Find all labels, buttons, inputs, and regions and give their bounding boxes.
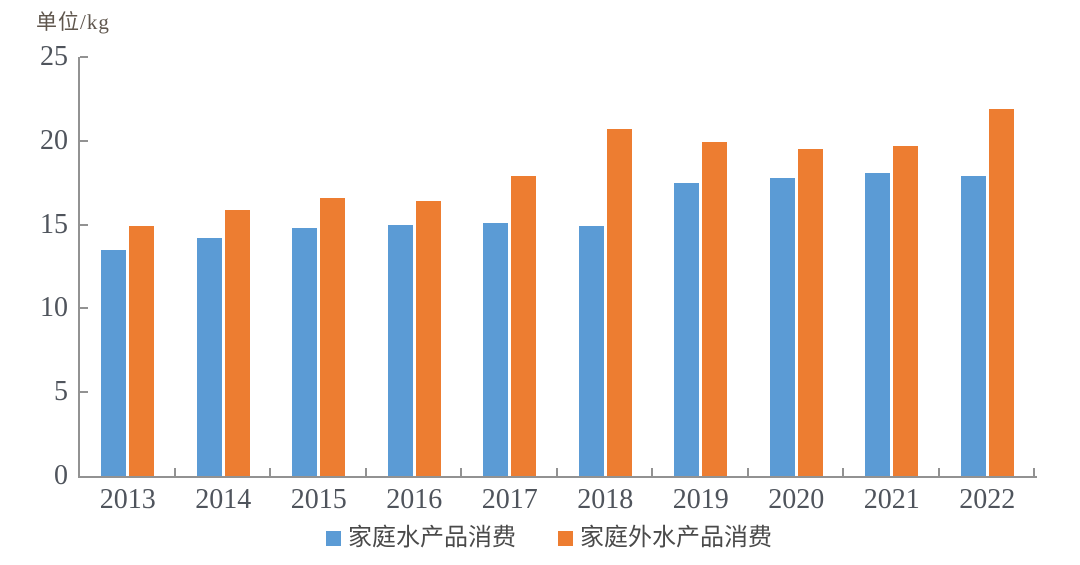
legend-item-0: 家庭水产品消费	[326, 526, 516, 550]
y-axis-line	[78, 57, 80, 478]
x-tick-7	[746, 468, 749, 476]
bar-2015-series0	[292, 227, 318, 476]
legend-item-1: 家庭外水产品消费	[558, 526, 772, 550]
x-tick-label-2017: 2017	[481, 484, 538, 515]
legend-swatch-icon	[558, 530, 573, 546]
x-tick-9	[937, 468, 940, 476]
y-tick-label-0: 0	[54, 460, 68, 491]
y-tick-label-5: 5	[54, 376, 68, 408]
x-axis-line	[78, 476, 1037, 478]
bar-2017-series0	[483, 222, 509, 476]
x-tick-label-2014: 2014	[195, 484, 252, 515]
y-tick-label-10: 10	[40, 292, 68, 324]
x-tick-1	[173, 468, 176, 476]
bar-2016-series1	[415, 201, 441, 476]
bar-2013-series0	[101, 249, 127, 476]
bar-2020-series0	[769, 177, 795, 476]
x-tick-label-2018: 2018	[577, 484, 634, 515]
x-tick-label-2021: 2021	[863, 484, 920, 515]
y-tick-label-20: 20	[40, 124, 68, 156]
bar-2021-series0	[865, 172, 891, 476]
bar-2022-series1	[988, 108, 1014, 476]
legend-swatch-icon	[326, 530, 341, 546]
x-tick-8	[842, 468, 844, 476]
bar-2017-series1	[511, 175, 537, 476]
bar-2019-series1	[702, 142, 728, 476]
bar-2018-series0	[578, 226, 604, 476]
y-tick-15	[80, 223, 88, 226]
y-tick-25	[80, 56, 88, 58]
bar-2014-series1	[224, 209, 250, 476]
legend: 家庭水产品消费 家庭外水产品消费	[0, 526, 1080, 550]
x-tick-label-2020: 2020	[768, 484, 825, 515]
bar-2018-series1	[606, 129, 632, 476]
x-tick-6	[651, 468, 653, 476]
legend-label: 家庭外水产品消费	[580, 525, 772, 551]
x-tick-2	[269, 468, 271, 476]
y-tick-10	[80, 307, 88, 310]
y-tick-label-15: 15	[40, 208, 68, 240]
y-tick-20	[80, 139, 88, 142]
bar-2016-series0	[387, 224, 413, 476]
y-tick-label-25: 25	[40, 41, 68, 72]
legend-label: 家庭水产品消费	[348, 525, 516, 551]
x-tick-label-2016: 2016	[386, 484, 443, 515]
x-tick-label-2019: 2019	[672, 484, 729, 515]
bar-2020-series1	[797, 149, 823, 476]
x-tick-label-2022: 2022	[959, 484, 1016, 515]
bar-2019-series0	[674, 182, 700, 476]
x-tick-4	[460, 468, 462, 476]
x-tick-10	[1033, 468, 1035, 476]
x-tick-5	[555, 468, 558, 476]
x-tick-label-2015: 2015	[290, 484, 347, 515]
unit-label: 单位/kg	[36, 10, 110, 34]
y-tick-5	[80, 391, 88, 394]
bar-2021-series1	[893, 145, 919, 476]
bar-2013-series1	[129, 226, 155, 476]
bar-2015-series1	[320, 197, 346, 476]
bar-2014-series0	[196, 238, 222, 476]
x-tick-3	[364, 468, 367, 476]
bar-2022-series0	[960, 175, 986, 476]
x-tick-label-2013: 2013	[99, 484, 156, 515]
